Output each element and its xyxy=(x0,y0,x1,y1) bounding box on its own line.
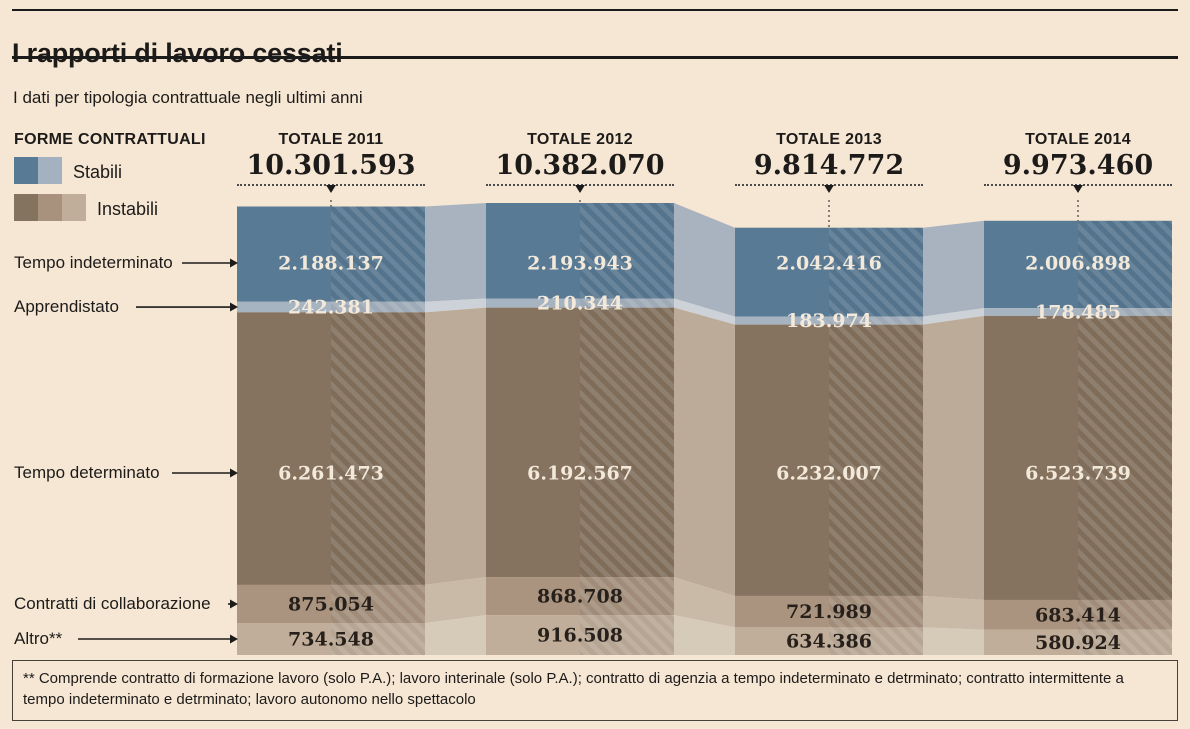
pointer-triangle-icon xyxy=(326,185,336,193)
value-label: 6.232.007 xyxy=(776,463,882,485)
value-label: 6.261.473 xyxy=(278,463,384,485)
footnote-box: ** Comprende contratto di formazione lav… xyxy=(12,660,1178,721)
value-label: 916.508 xyxy=(537,625,623,647)
value-label: 634.386 xyxy=(786,631,872,653)
flow-connector-3-0 xyxy=(425,577,486,624)
flow-connector-4-1 xyxy=(674,615,735,655)
legend-item-stabili: Stabili xyxy=(14,156,206,189)
total-year-value: 10.301.593 xyxy=(246,150,416,181)
legend-heading: FORME CONTRATTUALI xyxy=(14,131,206,148)
total-year-value: 9.973.460 xyxy=(1002,150,1154,181)
flow-connector-2-0 xyxy=(425,307,486,585)
pointer-triangle-icon xyxy=(824,185,834,193)
footnote-text: ** Comprende contratto di formazione lav… xyxy=(23,670,1124,709)
total-year-value: 9.814.772 xyxy=(753,150,905,181)
legend-label-instabili: Instabili xyxy=(97,199,159,219)
value-label: 2.188.137 xyxy=(278,253,384,275)
total-header-2: TOTALE 2013 9.814.772 xyxy=(735,131,923,193)
legend-item-instabili: Instabili xyxy=(14,193,206,226)
flow-connector-3-1 xyxy=(674,577,735,628)
category-label-2: Tempo determinato xyxy=(14,463,160,482)
flow-connector-0-2 xyxy=(923,220,984,317)
flow-connector-1-2 xyxy=(923,308,984,325)
flow-connector-1-0 xyxy=(425,298,486,313)
value-label: 734.548 xyxy=(288,629,374,651)
flow-connector-4-0 xyxy=(425,615,486,655)
total-header-1: TOTALE 2012 10.382.070 xyxy=(486,131,674,193)
legend-swatch-color xyxy=(62,193,86,221)
total-header-3: TOTALE 2014 9.973.460 xyxy=(984,131,1172,193)
total-header-0: TOTALE 2011 10.301.593 xyxy=(237,131,425,193)
value-label: 580.924 xyxy=(1035,632,1121,654)
value-label: 721.989 xyxy=(786,601,872,623)
hatch-overlay-year-2 xyxy=(829,227,923,655)
page-title: I rapporti di lavoro cessati xyxy=(12,38,343,69)
pointer-triangle-icon xyxy=(1073,185,1083,193)
flow-connector-3-2 xyxy=(923,595,984,630)
category-label-1: Apprendistato xyxy=(14,297,119,317)
legend-swatch-color xyxy=(38,156,62,184)
flow-connector-2-2 xyxy=(923,315,984,600)
category-arrow-head xyxy=(230,468,238,478)
value-label: 6.192.567 xyxy=(527,463,633,485)
total-year-value: 10.382.070 xyxy=(495,150,665,181)
category-arrow-head xyxy=(230,258,238,268)
category-arrow-head xyxy=(230,634,238,644)
value-label: 6.523.739 xyxy=(1025,463,1131,485)
value-label: 183.974 xyxy=(786,310,872,332)
legend-swatch-stabili xyxy=(14,156,62,189)
value-label: 2.193.943 xyxy=(527,253,633,275)
category-label-4: Altro** xyxy=(14,629,63,648)
legend-swatch-instabili xyxy=(14,193,86,226)
category-arrow-head xyxy=(230,302,238,312)
category-arrow-head xyxy=(230,599,238,609)
category-label-3: Contratti di collaborazione xyxy=(14,593,211,613)
hatch-overlay-year-0 xyxy=(331,206,425,655)
subtitle: I dati per tipologia contrattuale negli … xyxy=(13,88,363,107)
flow-connector-1-1 xyxy=(674,298,735,325)
category-label-0: Tempo indeterminato xyxy=(14,253,173,272)
value-label: 242.381 xyxy=(288,297,374,319)
total-year-label: TOTALE 2012 xyxy=(527,131,633,148)
value-label: 868.708 xyxy=(537,586,623,608)
legend: FORME CONTRATTUALI Stabili Instabili xyxy=(14,131,206,233)
legend-swatch-color xyxy=(38,193,62,221)
title-rule xyxy=(12,56,1178,59)
value-label: 683.414 xyxy=(1035,604,1121,626)
value-label: 178.485 xyxy=(1035,302,1121,324)
legend-swatch-color xyxy=(14,156,38,184)
value-label: 2.006.898 xyxy=(1025,253,1131,275)
pointer-triangle-icon xyxy=(575,185,585,193)
flow-connector-4-2 xyxy=(923,627,984,655)
hatch-overlay-year-3 xyxy=(1078,220,1172,655)
total-year-label: TOTALE 2014 xyxy=(1025,131,1131,148)
total-year-label: TOTALE 2013 xyxy=(776,131,882,148)
value-label: 2.042.416 xyxy=(776,253,882,275)
legend-label-stabili: Stabili xyxy=(73,162,123,182)
flow-connector-0-1 xyxy=(674,203,735,317)
flow-connector-2-1 xyxy=(674,307,735,596)
hatch-overlay-year-1 xyxy=(580,203,674,655)
value-label: 210.344 xyxy=(537,293,623,315)
flow-connector-0-0 xyxy=(425,203,486,302)
top-rule xyxy=(12,9,1178,11)
value-label: 875.054 xyxy=(288,593,374,615)
legend-swatch-color xyxy=(14,193,38,221)
total-year-label: TOTALE 2011 xyxy=(278,131,384,148)
